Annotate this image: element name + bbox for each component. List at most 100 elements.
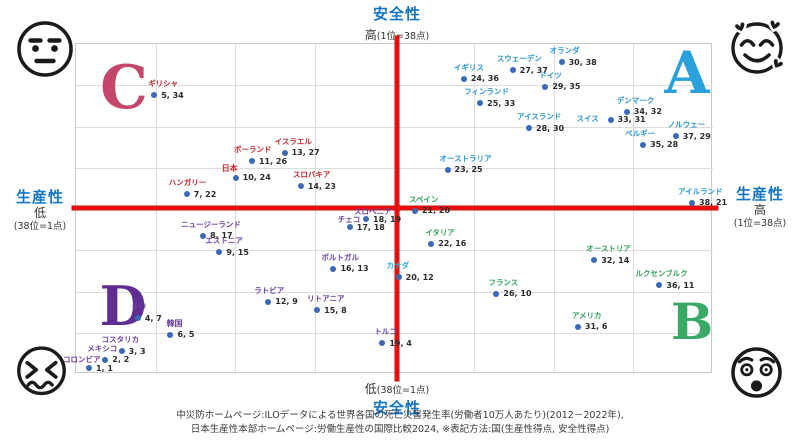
data-point-value: 2, 2 <box>112 355 130 365</box>
data-point-value: 33, 31 <box>617 115 646 125</box>
data-point-dot <box>216 249 223 256</box>
data-point-value: 1, 1 <box>96 363 113 373</box>
data-point-country-label: フィンランド <box>464 87 509 97</box>
data-point-country-label: チリ <box>131 302 147 312</box>
data-point-dot <box>265 298 272 305</box>
data-point-value: 9, 15 <box>226 247 249 257</box>
data-point-value: 8, 17 <box>210 231 233 241</box>
data-point-country-label: ニュージーランド <box>181 219 241 229</box>
data-point-dot <box>542 83 549 90</box>
data-point-country-label: フランス <box>488 277 519 287</box>
data-point-value: 6, 5 <box>177 330 195 340</box>
data-point-dot <box>183 191 190 198</box>
data-point-value: 20, 12 <box>405 272 434 282</box>
data-point-country-label: ハンガリー <box>168 178 207 188</box>
data-point-value: 29, 35 <box>552 82 581 92</box>
gridline-horizontal <box>76 167 713 169</box>
data-point-value: 11, 26 <box>258 156 288 166</box>
data-point-country-label: 日本 <box>221 163 238 173</box>
data-point-dot <box>689 199 695 206</box>
data-point-value: 25, 33 <box>487 98 516 108</box>
data-point-dot <box>200 232 207 239</box>
data-point-country-label: ギリシャ <box>148 79 179 89</box>
data-point-value: 12, 9 <box>275 297 298 307</box>
data-point-value: 24, 36 <box>470 74 499 84</box>
data-point-country-label: デンマーク <box>616 95 655 105</box>
data-point-value: 16, 13 <box>340 264 369 274</box>
data-point-dot <box>363 216 370 223</box>
y-axis-label-bottom: 安全性 <box>372 399 421 417</box>
data-point-dot <box>591 257 598 264</box>
data-point-value: 28, 30 <box>536 123 565 133</box>
data-point-dot <box>607 116 614 123</box>
x-axis-label-right: 生産性 <box>735 185 784 203</box>
data-point-dot <box>248 158 255 165</box>
data-point-country-label: アイスランド <box>517 112 562 122</box>
gridline-horizontal <box>76 85 713 87</box>
data-point-value: 18, 19 <box>373 214 402 224</box>
data-point-dot <box>460 75 467 82</box>
data-point-dot <box>656 282 663 289</box>
data-point-dot <box>574 323 581 330</box>
data-point-dot <box>428 240 435 247</box>
data-point-dot <box>672 133 679 140</box>
data-point-dot <box>640 141 647 148</box>
data-point-country-label: チェコ <box>337 215 361 225</box>
data-point-country-label: コスタリカ <box>101 335 140 345</box>
data-point-dot <box>395 274 402 281</box>
data-point-country-label: ベルギー <box>625 128 656 138</box>
data-point-country-label: ポーランド <box>233 145 272 155</box>
data-point-value: 7, 22 <box>193 189 217 199</box>
data-point-dot <box>297 183 304 190</box>
data-point-country-label: イタリア <box>425 227 455 237</box>
data-point-country-label: アイルランド <box>678 186 723 196</box>
data-point-country-label: ドイツ <box>539 70 562 80</box>
data-point-dot <box>167 331 174 338</box>
y-axis-high-note: 高(1位=38点) <box>364 28 430 42</box>
data-point-value: 38, 21 <box>699 198 728 208</box>
gridline-horizontal <box>76 250 713 252</box>
data-point-country-label: リトアニア <box>307 294 345 304</box>
data-point-dot <box>623 108 630 115</box>
data-point-country-label: スロベニア <box>354 207 392 217</box>
data-point-dot <box>102 356 109 363</box>
data-point-country-label: トルコ <box>374 327 397 337</box>
quadrant-letter-B: B <box>670 292 714 351</box>
neutral-face-icon <box>13 17 77 81</box>
quadrant-letter-A: A <box>664 38 710 107</box>
data-point-dot <box>493 290 500 297</box>
data-point-country-label: スロバキア <box>292 170 331 180</box>
gridline-horizontal <box>76 126 713 128</box>
data-point-dot <box>509 67 516 74</box>
data-point-country-label: ラトビア <box>254 285 285 295</box>
data-point-country-label: スイス <box>576 113 599 123</box>
source-footnote-line2: 日本生産性本部ホームページ:労働生産性の国際比較2024, ※表記方法:国(生産… <box>190 424 610 436</box>
quadrant-letter-D: D <box>99 273 147 338</box>
data-point-dot <box>151 92 158 99</box>
x-axis-high-scale: 高 <box>753 203 766 217</box>
data-point-dot <box>314 307 321 314</box>
data-point-value: 35, 28 <box>650 140 679 150</box>
data-point-dot <box>232 174 239 181</box>
data-point-country-label: スペイン <box>408 194 439 204</box>
data-point-dot <box>281 149 288 156</box>
data-point-country-label: オランダ <box>549 46 580 55</box>
data-point-value: 23, 25 <box>454 165 483 174</box>
data-point-country-label: メキシコ <box>87 343 118 353</box>
data-point-value: 26, 10 <box>503 289 532 299</box>
data-point-dot <box>379 340 386 347</box>
data-point-country-label: イギリス <box>453 62 484 72</box>
data-point-country-label: 韓国 <box>166 318 183 328</box>
data-point-value: 34, 32 <box>633 107 662 117</box>
source-footnote: 中災防ホームページ:ILOデータによる世界各国の死亡災害発生率(労働者10万人あ… <box>0 409 800 437</box>
data-point-value: 37, 29 <box>682 131 711 141</box>
y-axis-bottom-callout: 低(38位=1点) 安全性 <box>317 378 477 418</box>
x-axis-low-scale: 低 <box>33 206 46 220</box>
x-axis-low-note: (38位=1点) <box>13 220 67 232</box>
data-point-dot <box>134 315 141 322</box>
data-point-value: 10, 24 <box>242 173 271 183</box>
data-point-country-label: ノルウェー <box>667 120 706 130</box>
x-axis-high-note: (1位=38点) <box>733 217 787 229</box>
data-point-country-label: スウェーデン <box>496 54 542 64</box>
data-point-value: 4, 7 <box>144 313 162 323</box>
